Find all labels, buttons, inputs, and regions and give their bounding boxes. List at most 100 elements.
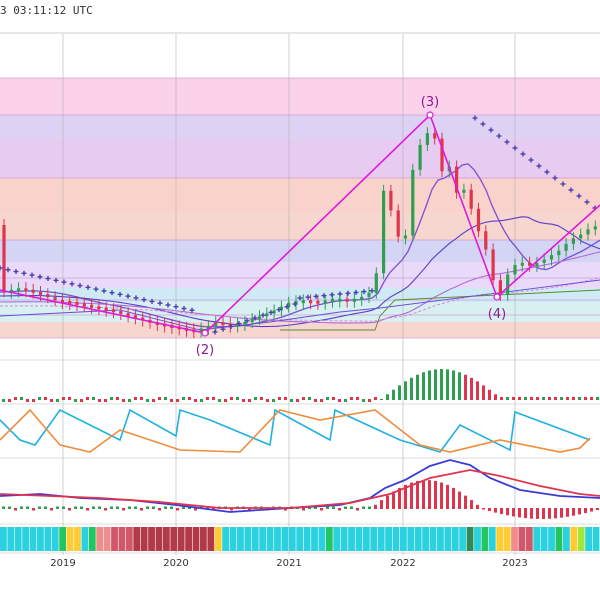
strip-cell	[244, 527, 252, 551]
momentum-bar	[338, 399, 341, 402]
strip-cell	[44, 527, 52, 551]
strip-cell	[125, 527, 133, 551]
macd-bar	[458, 491, 461, 509]
strip-cell	[444, 527, 452, 551]
macd-bar	[476, 504, 479, 509]
momentum-bar	[212, 397, 215, 400]
momentum-bar	[236, 397, 239, 400]
strip-cell	[562, 527, 570, 551]
candle-body	[199, 328, 203, 332]
strip-cell	[7, 527, 15, 551]
macd-bar	[548, 508, 551, 519]
momentum-bar	[134, 397, 137, 400]
momentum-bar	[302, 397, 305, 400]
momentum-bar	[368, 399, 371, 402]
momentum-bar	[440, 369, 443, 400]
strip-cell	[503, 527, 511, 551]
oscillator-orange-line	[0, 408, 591, 453]
momentum-bar	[284, 397, 287, 400]
strip-cell	[303, 527, 311, 551]
strip-cell	[81, 527, 89, 551]
momentum-bar	[62, 397, 65, 400]
macd-bar	[428, 480, 431, 509]
x-axis: 2019 2020 2021 2022 2023	[50, 558, 527, 569]
macd-bar	[368, 506, 371, 509]
macd-bar	[182, 506, 185, 509]
x-tick-label: 2022	[390, 558, 415, 569]
strip-cell	[200, 527, 207, 551]
macd-bar	[68, 508, 71, 511]
strip-cell	[266, 527, 274, 551]
strip-cell	[348, 527, 355, 551]
x-tick-label: 2019	[50, 558, 75, 569]
momentum-bar	[290, 399, 293, 402]
strip-cell	[400, 527, 407, 551]
strip-cell	[385, 527, 392, 551]
candle-body	[593, 226, 597, 230]
momentum-bar	[434, 369, 437, 400]
strip-cell	[362, 527, 370, 551]
macd-bar	[410, 482, 413, 509]
candle-body	[440, 138, 444, 172]
macd-signal-line	[0, 469, 600, 509]
candle-body	[586, 229, 590, 235]
momentum-bar	[422, 372, 425, 400]
strip-cell	[14, 527, 22, 551]
strip-cell	[155, 527, 163, 551]
candle-body	[484, 231, 488, 250]
momentum-bar	[362, 399, 365, 402]
macd-bar	[302, 508, 305, 511]
candle-body	[287, 302, 291, 307]
candle-body	[367, 292, 371, 297]
macd-bar	[584, 508, 587, 514]
candle-body	[111, 309, 116, 313]
momentum-bar	[194, 399, 197, 402]
momentum-bar	[152, 399, 155, 402]
candle-body	[272, 310, 276, 314]
candle-body	[506, 274, 510, 295]
momentum-bar	[128, 399, 131, 402]
candle-body	[294, 301, 298, 305]
strip-cell	[570, 527, 578, 551]
strip-cell	[481, 527, 489, 551]
momentum-bar	[92, 397, 95, 400]
macd-bar	[176, 508, 179, 511]
momentum-bar	[560, 397, 563, 400]
strip-cell	[377, 527, 385, 551]
strip-cell	[370, 527, 378, 551]
candle-body	[330, 298, 335, 302]
macd-bar	[158, 508, 161, 511]
x-tick-label: 2021	[276, 558, 301, 569]
strip-cell	[170, 527, 178, 551]
strip-cell	[118, 527, 126, 551]
candle-body	[425, 133, 429, 145]
strip-cell	[525, 527, 533, 551]
support-step-line	[280, 289, 600, 331]
macd-bar	[170, 506, 173, 509]
macd-bar	[416, 480, 419, 509]
macd-bar	[590, 508, 593, 512]
strip-cell	[281, 527, 289, 551]
strip-cell	[222, 527, 230, 551]
momentum-bar	[200, 399, 203, 402]
momentum-bar	[218, 399, 221, 402]
momentum-bar	[404, 381, 407, 400]
macd-bar	[32, 508, 35, 511]
candle-body	[571, 238, 575, 244]
macd-bar	[494, 508, 497, 513]
candle-body	[323, 300, 327, 304]
candle-body	[17, 288, 21, 292]
candle-body	[46, 294, 50, 298]
candle-body	[316, 300, 320, 304]
momentum-bar	[188, 397, 191, 400]
macd-bar	[44, 506, 47, 509]
macd-bar	[530, 508, 533, 519]
momentum-bar	[386, 394, 389, 400]
strip-cell	[429, 527, 437, 551]
momentum-bar	[446, 369, 449, 400]
macd-bar	[554, 508, 557, 519]
momentum-bar	[140, 397, 143, 400]
macd-bar	[110, 506, 113, 509]
strip-cell	[274, 527, 281, 551]
momentum-bar	[182, 397, 185, 400]
